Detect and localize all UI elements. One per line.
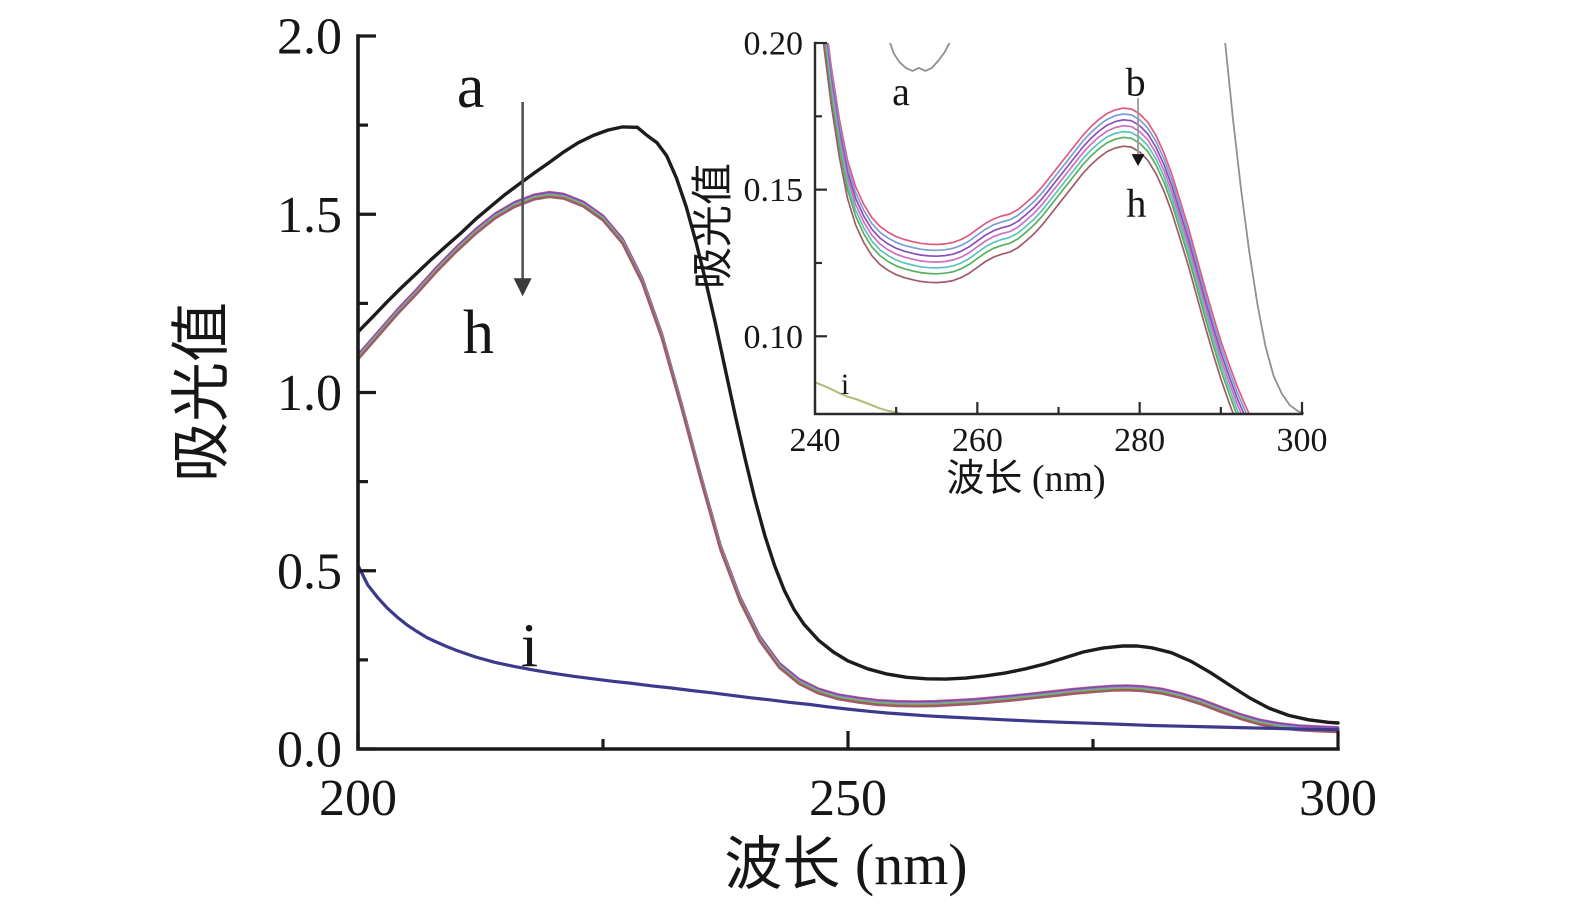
main-y-tick-label: 2.0 bbox=[277, 9, 342, 66]
main-x-tick-label: 300 bbox=[1299, 770, 1377, 827]
main-curve-label-h: h bbox=[463, 299, 494, 367]
main-y-tick-label: 0.5 bbox=[277, 543, 342, 600]
main-y-tick-label: 1.0 bbox=[277, 365, 342, 422]
inset-y-axis-title: 吸光值 bbox=[691, 163, 737, 289]
inset-curve-c bbox=[826, 43, 1248, 414]
inset-x-tick-label: 280 bbox=[1114, 422, 1165, 459]
inset-curve-h bbox=[822, 43, 1235, 414]
main-curve-i bbox=[358, 563, 1340, 732]
inset-curve-e bbox=[825, 43, 1243, 414]
main-curve-h bbox=[358, 195, 1340, 734]
inset-curve-label-i: i bbox=[841, 368, 849, 401]
main-x-tick-label: 250 bbox=[809, 770, 887, 827]
inset-curve-a bbox=[889, 43, 1304, 414]
inset-y-tick-label: 0.10 bbox=[744, 319, 804, 356]
inset-curve-label-h: h bbox=[1126, 180, 1146, 225]
inset-series-area bbox=[815, 43, 1304, 414]
inset-chart: 波长 (nm) 吸光值 240 260 280 300 0.10 0.15 0.20 a b h i bbox=[691, 26, 1328, 500]
inset-curve-b bbox=[827, 43, 1251, 414]
inset-ticks bbox=[813, 41, 1304, 414]
main-ticks bbox=[356, 34, 1340, 751]
inset-curve-f bbox=[824, 43, 1240, 414]
main-series-area bbox=[358, 125, 1340, 734]
inset-curve-label-a: a bbox=[892, 69, 910, 114]
inset-curve-d bbox=[825, 43, 1245, 414]
inset-x-tick-label: 300 bbox=[1277, 422, 1328, 459]
main-x-axis-title: 波长 (nm) bbox=[724, 832, 967, 897]
main-y-tick-label: 0.0 bbox=[277, 722, 342, 779]
main-direction-arrowhead-icon bbox=[513, 278, 532, 297]
inset-x-tick-label: 260 bbox=[952, 422, 1003, 459]
main-y-tick-label: 1.5 bbox=[277, 187, 342, 244]
main-curve-label-i: i bbox=[521, 613, 538, 681]
inset-curve-i bbox=[815, 381, 908, 414]
inset-x-axis-title: 波长 (nm) bbox=[946, 458, 1105, 500]
main-y-axis-title: 吸光值 bbox=[169, 302, 235, 482]
inset-x-tick-label: 240 bbox=[790, 422, 841, 459]
main-curve-a bbox=[358, 125, 1340, 725]
inset-curve-label-b: b bbox=[1126, 59, 1146, 104]
inset-y-tick-label: 0.15 bbox=[744, 172, 804, 209]
inset-curve-g bbox=[823, 43, 1238, 414]
inset-direction-arrowhead-icon bbox=[1131, 154, 1145, 167]
inset-y-tick-label: 0.20 bbox=[744, 26, 804, 63]
main-curve-label-a: a bbox=[457, 53, 485, 121]
main-x-tick-label: 200 bbox=[319, 770, 397, 827]
main-chart: 波长 (nm) 吸光值 200 250 300 0.0 0.5 1.0 1.5 2.0 a h i bbox=[169, 9, 1377, 897]
